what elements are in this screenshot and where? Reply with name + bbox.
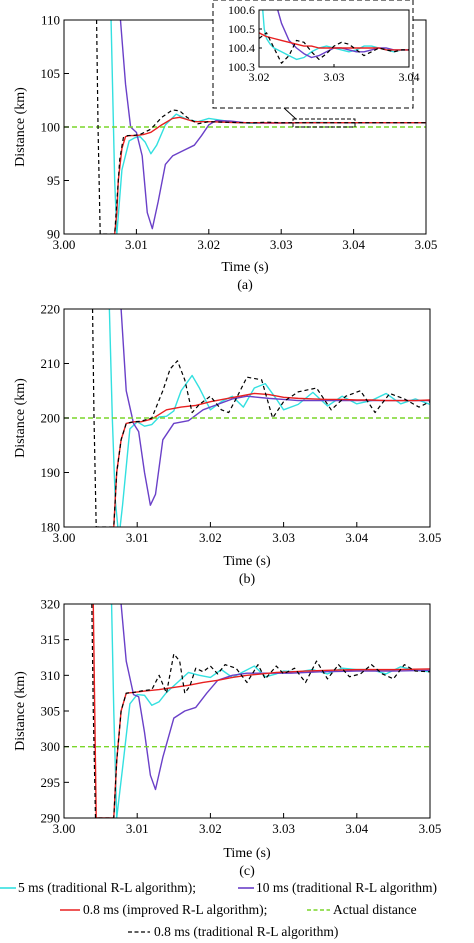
panel-a-ytick-label: 105: [41, 66, 61, 81]
panel-b: 3.00 3.01 3.02 3.03 3.04 3.05180190200210220 …: [13, 302, 441, 587]
panel-c-series-10-ms-traditional-r-l-algorithm: [120, 604, 430, 791]
panel-a-xtick-label: 3.01: [125, 237, 148, 252]
legend-label-actual: Actual distance: [333, 902, 417, 917]
panel-b-ticks-layer: 3.00 3.01 3.02 3.03 3.04 3.05 180 190 200 210 220: [41, 302, 442, 545]
panel-a-xtick-label: 3.00: [53, 237, 76, 252]
panel-b-ylabel: Distance (km): [13, 378, 28, 458]
panel-c-ytick-label: 305: [41, 704, 61, 719]
panel-c-ytick-label: 310: [41, 668, 61, 683]
panel-b-series-5-ms-traditional-r-l-algorithm: [108, 309, 430, 527]
panel-a: 3.00 3.01 3.02 3.03 3.04 3.05 90 95 100 105 110 Ti…: [13, 0, 437, 293]
panel-b-ytick-label: 190: [41, 465, 61, 480]
inset-ytick-label: 100.6: [228, 3, 255, 17]
inset-ytick-label: 100.4: [228, 41, 255, 55]
panel-c-series-0-8-ms-traditional-r-l-algorithm-dashed: [91, 604, 430, 818]
panel-c-frame: [63, 603, 431, 819]
inset-xtick-label: 3.04: [399, 70, 420, 84]
panel-c-xtick-label: 3.02: [199, 821, 222, 836]
panel-a-xtick-label: 3.02: [197, 237, 220, 252]
panel-a-ytick-label: 110: [41, 13, 60, 28]
inset-ytick-label: 100.3: [228, 60, 255, 74]
panel-c-ytick-label: 315: [41, 632, 61, 647]
panel-b-ytick-label: 220: [41, 302, 61, 317]
panel-c-ytick-label: 295: [41, 775, 61, 790]
panel-c-xtick-label: 3.04: [345, 821, 368, 836]
panel-a-xlabel: Time (s): [221, 260, 269, 275]
panel-c-xtick-label: 3.00: [53, 821, 76, 836]
panel-a-series-layer: [64, 20, 426, 234]
inset-xtick-label: 3.02: [249, 70, 270, 84]
panel-a-series-0-8-ms-improved-r-l-algorithm: [113, 116, 426, 234]
panel-a-xtick-label: 3.04: [342, 237, 365, 252]
panel-a-ylabel: Distance (km): [13, 87, 28, 167]
panel-b-frame: [63, 308, 431, 528]
panel-a-series-0-8-ms-traditional-r-l-algorithm-dashed: [95, 20, 426, 234]
panel-b-ytick-label: 180: [41, 520, 61, 535]
legend-label-5ms: 5 ms (traditional R-L algorithm);: [18, 880, 196, 895]
panel-b-xtick-label: 3.01: [126, 530, 149, 545]
panel-c-series-0-8-ms-improved-r-l-algorithm: [92, 604, 430, 818]
panel-a-xtick-label: 3.03: [270, 237, 293, 252]
panel-a-xtick-label: 3.05: [415, 237, 438, 252]
panel-a-ytick-label: 90: [47, 227, 60, 242]
inset-ytick-label: 100.5: [228, 22, 255, 36]
inset-panel: 3.02 3.03 3.04 100.3 100.4 100.5 100.6: [212, 0, 420, 109]
panel-b-ytick-label: 210: [41, 356, 61, 371]
panel-b-xtick-label: 3.02: [199, 530, 222, 545]
panel-b-series-0-8-ms-traditional-r-l-algorithm-dashed: [91, 309, 430, 527]
panel-c-xtick-label: 3.05: [419, 821, 442, 836]
inset-ticks-layer: 3.02 3.03 3.04 100.3 100.4 100.5 100.6: [228, 3, 420, 84]
panel-b-series-0-8-ms-improved-r-l-algorithm: [113, 392, 430, 527]
panel-a-ticks-layer: 3.00 3.01 3.02 3.03 3.04 3.05 90 95 100 105 110: [41, 13, 438, 252]
panel-b-series-layer: [64, 309, 430, 527]
legend-label-08ms-traditional: 0.8 ms (traditional R-L algorithm): [154, 924, 338, 939]
panel-b-series-10-ms-traditional-r-l-algorithm: [120, 309, 430, 506]
panel-c-series-layer: [64, 604, 430, 818]
panel-c-label: (c): [239, 864, 255, 879]
panel-b-xtick-label: 3.00: [53, 530, 76, 545]
panel-c-xtick-label: 3.01: [126, 821, 149, 836]
inset-callout-arrow: [283, 107, 297, 120]
panel-c: 3.00 3.01 3.02 3.03 3.04 3.05 290 295 300 305 310 3…: [13, 597, 441, 879]
panel-c-ylabel: Distance (km): [13, 671, 28, 751]
panel-a-ytick-label: 95: [47, 173, 60, 188]
panel-b-xtick-label: 3.05: [419, 530, 442, 545]
inset-zoom-region: [292, 118, 356, 128]
panel-c-xtick-label: 3.03: [272, 821, 295, 836]
inset-series-layer: [259, 10, 409, 64]
panel-b-label: (b): [239, 572, 256, 587]
panel-c-series-5-ms-traditional-r-l-algorithm: [110, 604, 430, 818]
inset-xtick-label: 3.03: [324, 70, 345, 84]
legend-label-10ms: 10 ms (traditional R-L algorithm): [256, 880, 437, 895]
panel-a-ytick-label: 100: [41, 120, 61, 135]
panel-c-ytick-label: 300: [41, 739, 61, 754]
panel-c-ticks-layer: 3.00 3.01 3.02 3.03 3.04 3.05 290 295 300 305 310 3…: [41, 597, 442, 836]
panel-b-xtick-label: 3.04: [345, 530, 368, 545]
panel-b-ytick-label: 200: [41, 411, 61, 426]
inset-series-0-8-ms-traditional-r-l-algorithm-dashed: [259, 32, 409, 64]
panel-b-xlabel: Time (s): [223, 554, 271, 569]
panel-c-ytick-label: 290: [41, 811, 61, 826]
panel-a-label: (a): [237, 278, 253, 293]
panel-c-ytick-label: 320: [41, 597, 61, 612]
legend-label-improved: 0.8 ms (improved R-L algorithm);: [83, 902, 267, 917]
legend: 5 ms (traditional R-L algorithm); 10 ms …: [0, 880, 437, 939]
panel-b-xtick-label: 3.03: [272, 530, 295, 545]
panel-c-xlabel: Time (s): [223, 846, 271, 861]
